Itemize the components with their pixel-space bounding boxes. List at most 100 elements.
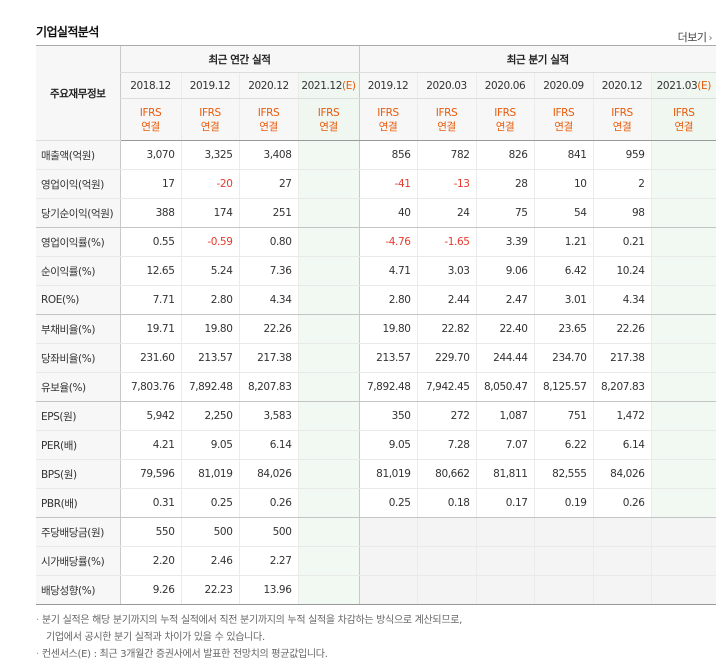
footnotes: · 분기 실적은 해당 분기까지의 누적 실적에서 직전 분기까지의 누적 실적을… bbox=[36, 612, 716, 663]
value-cell: -0.59 bbox=[180, 227, 239, 257]
value-cell: 1.21 bbox=[533, 227, 594, 257]
value-cell: 782 bbox=[416, 140, 477, 170]
period-header-row: 2018.12 2019.12 2020.12 2021.12(E) 2019.12 20… bbox=[36, 72, 717, 99]
value-cell bbox=[650, 459, 717, 489]
value-cell bbox=[650, 488, 717, 518]
value-cell bbox=[650, 430, 717, 460]
value-cell: 28 bbox=[475, 169, 535, 199]
footnote-1-cont: 기업에서 공시한 분기 실적과 차이가 있을 수 있습니다. bbox=[46, 632, 265, 643]
value-cell: 2.80 bbox=[180, 285, 239, 315]
value-cell bbox=[358, 546, 418, 576]
value-cell: 80,662 bbox=[416, 459, 477, 489]
value-cell: 9.05 bbox=[358, 430, 418, 460]
footnote-1: · 분기 실적은 해당 분기까지의 누적 실적에서 직전 분기까지의 누적 실적을… bbox=[36, 615, 463, 626]
value-cell: 3.01 bbox=[533, 285, 594, 315]
period-quarter-4: 2020.12 bbox=[592, 72, 652, 99]
value-cell: 8,125.57 bbox=[533, 372, 594, 402]
value-cell: 0.25 bbox=[180, 488, 239, 518]
value-cell: 959 bbox=[592, 140, 652, 170]
value-cell bbox=[650, 198, 717, 228]
value-cell: 7.28 bbox=[416, 430, 477, 460]
row-label: 순이익률(%) bbox=[36, 256, 120, 286]
period-annual-2: 2020.12 bbox=[238, 72, 298, 99]
row-label: 부채비율(%) bbox=[36, 314, 120, 344]
value-cell: 0.21 bbox=[592, 227, 652, 257]
annual-header: 최근 연간 실적 bbox=[119, 45, 360, 73]
row-label: 주당배당금(원) bbox=[36, 517, 120, 547]
value-cell bbox=[533, 575, 594, 605]
ifrs-badge: IFRS 연결 bbox=[119, 98, 181, 141]
value-cell bbox=[475, 575, 535, 605]
value-cell: 40 bbox=[358, 198, 418, 228]
value-cell bbox=[297, 459, 360, 489]
ifrs-label: IFRS bbox=[494, 106, 516, 119]
table-row: EPS(원) 5,942 2,250 3,583 350 272 1,087 751 1,472 bbox=[36, 401, 717, 431]
section-title: 기업실적분석 bbox=[36, 25, 99, 39]
value-cell: 7.36 bbox=[238, 256, 298, 286]
consolidated-label: 연결 bbox=[495, 120, 515, 133]
value-cell: 4.34 bbox=[238, 285, 298, 315]
value-cell: 2,250 bbox=[180, 401, 239, 431]
value-cell: 234.70 bbox=[533, 343, 594, 373]
more-link-label: 더보기 bbox=[677, 31, 707, 44]
value-cell: 12.65 bbox=[119, 256, 181, 286]
table-row: 당기순이익(억원) 388 174 251 40 24 75 54 98 bbox=[36, 198, 717, 228]
value-cell: 27 bbox=[238, 169, 298, 199]
value-cell bbox=[297, 372, 360, 402]
row-label: 시가배당률(%) bbox=[36, 546, 120, 576]
consolidated-label: 연결 bbox=[319, 120, 338, 133]
ifrs-label: IFRS bbox=[257, 106, 280, 119]
value-cell bbox=[297, 169, 360, 199]
value-cell: 5.24 bbox=[180, 256, 239, 286]
table-row: 영업이익(억원) 17 -20 27 -41 -13 28 10 2 bbox=[36, 169, 717, 199]
value-cell bbox=[416, 575, 477, 605]
value-cell: -1.65 bbox=[416, 227, 477, 257]
value-cell bbox=[533, 517, 594, 547]
value-cell: 22.82 bbox=[416, 314, 477, 344]
more-link[interactable]: 더보기 › bbox=[677, 29, 713, 45]
value-cell: 251 bbox=[238, 198, 298, 228]
table-row: 유보율(%) 7,803.76 7,892.48 8,207.83 7,892.48 7,… bbox=[36, 372, 717, 402]
value-cell: 350 bbox=[358, 401, 418, 431]
value-cell: 24 bbox=[416, 198, 477, 228]
value-cell: 1,472 bbox=[592, 401, 652, 431]
footnote-2: · 컨센서스(E) : 최근 3개월간 증권사에서 발표한 전망치의 평균값입니다… bbox=[36, 649, 328, 660]
value-cell: 7,892.48 bbox=[180, 372, 239, 402]
ifrs-label: IFRS bbox=[377, 106, 399, 119]
value-cell: 2.46 bbox=[180, 546, 239, 576]
value-cell bbox=[297, 517, 360, 547]
table-row: PBR(배) 0.31 0.25 0.26 0.25 0.18 0.17 0.19 0.26 bbox=[36, 488, 717, 518]
value-cell bbox=[297, 285, 360, 315]
consolidated-label: 연결 bbox=[674, 120, 694, 133]
value-cell bbox=[297, 227, 360, 257]
value-cell bbox=[650, 546, 717, 576]
table-row: 시가배당률(%) 2.20 2.46 2.27 bbox=[36, 546, 717, 576]
value-cell: 0.31 bbox=[119, 488, 181, 518]
value-cell: 500 bbox=[238, 517, 298, 547]
value-cell: 229.70 bbox=[416, 343, 477, 373]
value-cell: 217.38 bbox=[592, 343, 652, 373]
consolidated-label: 연결 bbox=[378, 120, 398, 133]
value-cell: 1,087 bbox=[475, 401, 535, 431]
ifrs-label: IFRS bbox=[435, 106, 458, 119]
value-cell bbox=[650, 314, 717, 344]
value-cell: 3,070 bbox=[119, 140, 181, 170]
value-cell: 22.26 bbox=[592, 314, 652, 344]
value-cell: 3,408 bbox=[238, 140, 298, 170]
value-cell bbox=[358, 575, 418, 605]
value-cell: 22.40 bbox=[475, 314, 535, 344]
value-cell: 79,596 bbox=[119, 459, 181, 489]
consolidated-label: 연결 bbox=[200, 120, 220, 133]
value-cell: 54 bbox=[533, 198, 594, 228]
period-annual-3: 2021.12(E) bbox=[297, 72, 360, 99]
value-cell: 9.05 bbox=[180, 430, 239, 460]
row-label: PER(배) bbox=[36, 430, 120, 460]
value-cell: 98 bbox=[592, 198, 652, 228]
ifrs-badge: IFRS 연결 bbox=[533, 98, 594, 141]
value-cell bbox=[650, 169, 717, 199]
row-label: 영업이익률(%) bbox=[36, 227, 120, 257]
row-label: PBR(배) bbox=[36, 488, 120, 518]
value-cell: 2.80 bbox=[358, 285, 418, 315]
value-cell bbox=[358, 517, 418, 547]
value-cell bbox=[297, 401, 360, 431]
